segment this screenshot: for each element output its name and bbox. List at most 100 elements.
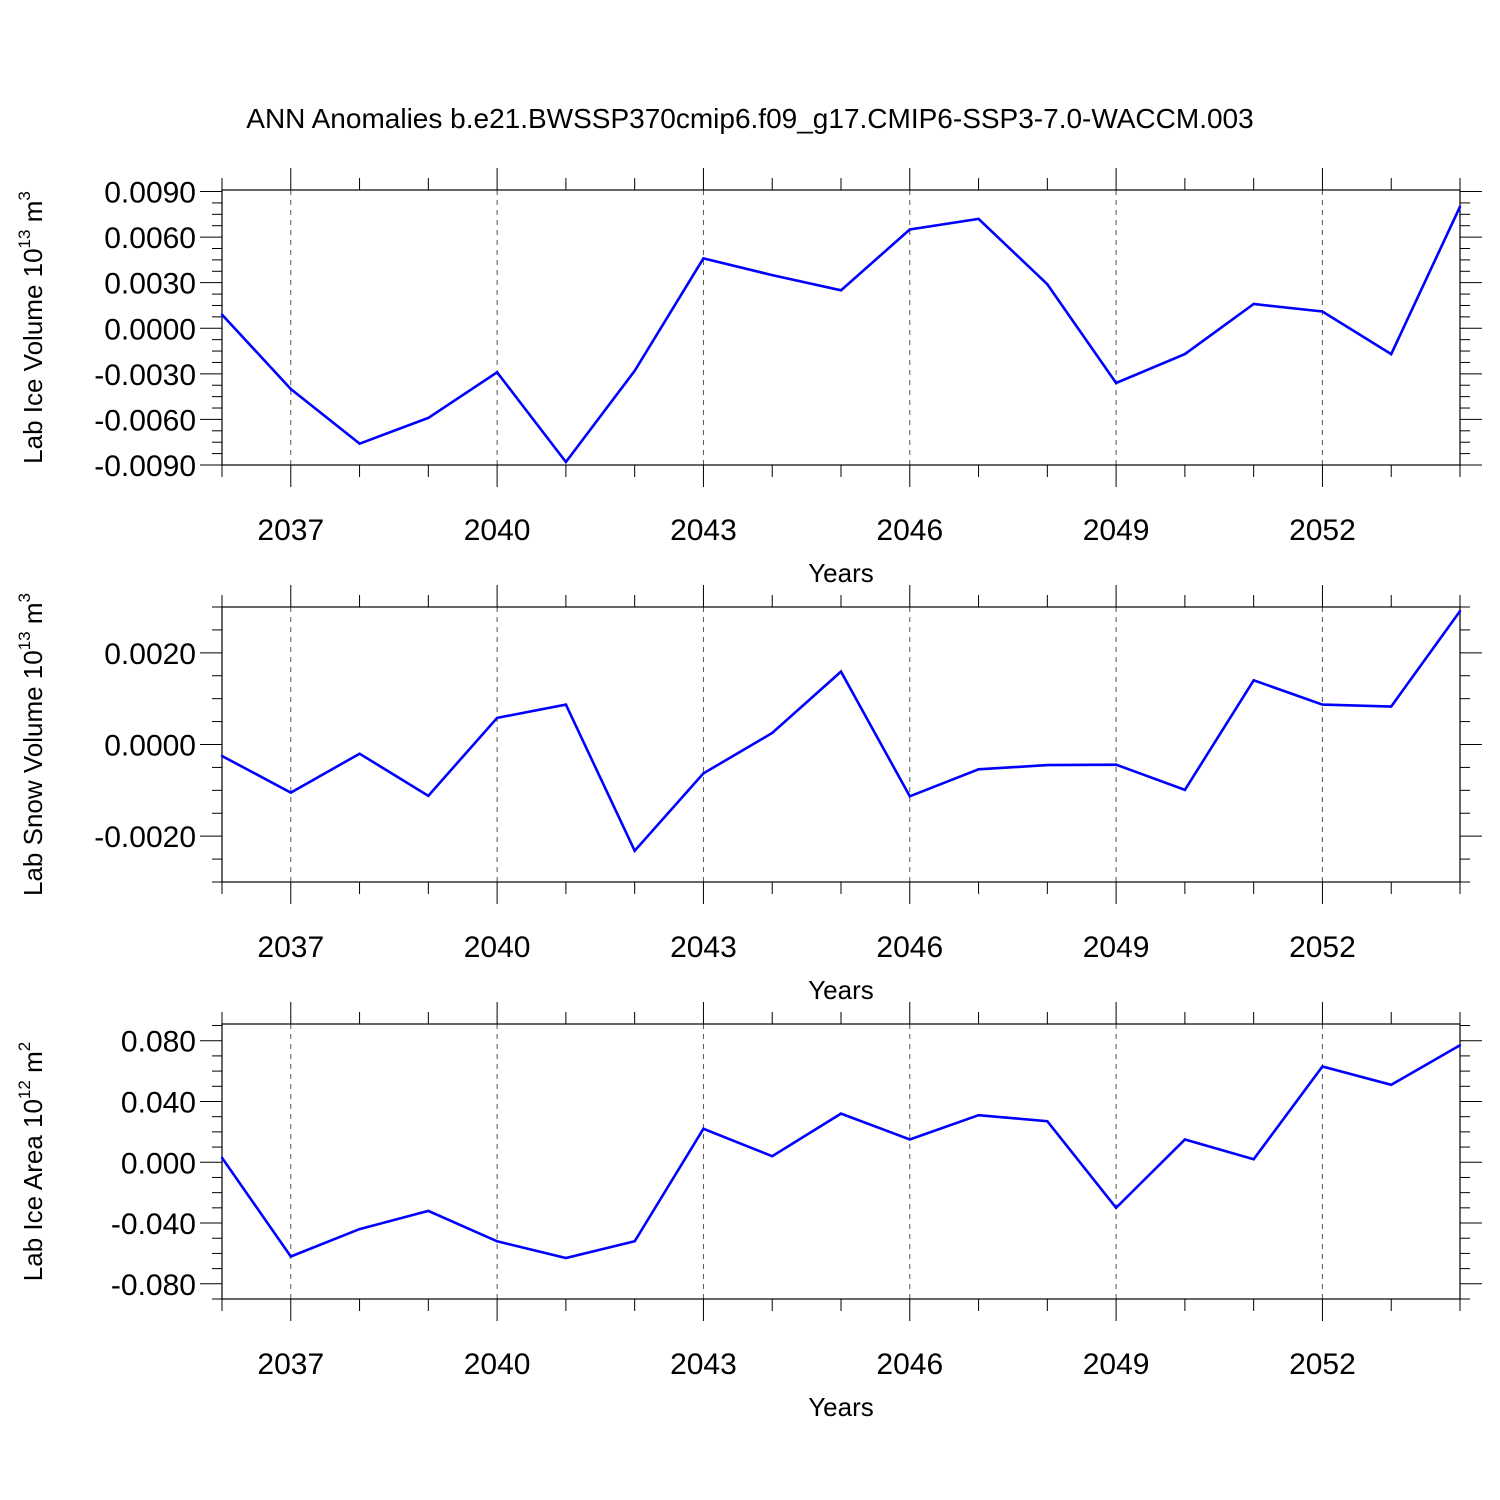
panel-3: 0.080 0.040 0.000 -0.040 -0.080 2037 2040 2043 2…: [15, 1002, 1482, 1422]
plot-frame: [221, 189, 1461, 466]
data-point: [1252, 679, 1255, 682]
data-point: [1390, 705, 1393, 708]
data-point: [633, 849, 636, 853]
x-axis-label: Years: [808, 558, 874, 588]
x-tick-label: 2037: [257, 931, 324, 964]
x-axis-label: Years: [808, 975, 874, 1005]
plot-frame: [221, 1023, 1461, 1300]
data-point: [358, 752, 361, 755]
data-point: [908, 1138, 911, 1141]
data-point: [908, 795, 911, 798]
y-tick-label: -0.0030: [94, 359, 196, 392]
y-tick-label: -0.0060: [94, 404, 196, 437]
data-point: [358, 442, 361, 445]
data-point: [220, 1156, 224, 1159]
data-point: [1458, 609, 1462, 613]
x-tick-label: 2052: [1289, 514, 1356, 547]
y-tick-label: 0.0060: [104, 222, 196, 255]
data-point: [977, 768, 980, 771]
panel-2: 0.0020 0.0000 -0.0020 2037 2040 2043 2046 2049 2…: [15, 585, 1482, 1005]
x-tick-label: 2049: [1083, 514, 1150, 547]
data-point: [289, 791, 292, 794]
series-line: [220, 1044, 1461, 1260]
data-point: [771, 1154, 774, 1158]
data-point: [839, 670, 843, 673]
x-tick-label: 2040: [464, 931, 531, 964]
data-point: [427, 416, 430, 420]
data-point: [564, 1256, 568, 1260]
x-tick-label: 2040: [464, 1348, 531, 1381]
x-tick-label: 2043: [670, 931, 737, 964]
data-point: [427, 1209, 430, 1213]
data-point: [564, 703, 568, 706]
data-point: [1390, 352, 1393, 356]
data-point: [1252, 1158, 1255, 1161]
x-tick-label: 2040: [464, 514, 531, 547]
y-tick-label: 0.080: [121, 1026, 196, 1059]
y-axis-label: Lab Ice Area 1012 m2: [15, 1042, 48, 1281]
data-point: [1390, 1083, 1393, 1086]
data-point: [702, 257, 705, 260]
x-tick-label: 2043: [670, 514, 737, 547]
y-axis-label: Lab Snow Volume 1013 m3: [15, 593, 48, 896]
data-point: [289, 1255, 292, 1258]
x-tick-label: 2049: [1083, 931, 1150, 964]
data-point: [220, 313, 224, 316]
data-point: [358, 1227, 361, 1231]
data-point: [1183, 352, 1187, 356]
data-point: [702, 1127, 705, 1131]
data-point: [495, 1240, 499, 1243]
data-point: [1321, 310, 1324, 313]
data-point: [1252, 302, 1255, 306]
data-point: [1114, 381, 1118, 385]
data-point: [839, 1112, 843, 1115]
data-point: [1046, 763, 1049, 767]
y-tick-label: 0.040: [121, 1086, 196, 1119]
data-point: [1114, 1206, 1118, 1210]
data-point: [1458, 1044, 1462, 1047]
data-point: [771, 273, 774, 277]
chart-title: ANN Anomalies b.e21.BWSSP370cmip6.f09_g1…: [246, 103, 1253, 134]
data-point: [289, 387, 292, 391]
panel-1: 0.0090 0.0060 0.0030 0.0000 -0.0030 -0.0060 -0…: [15, 168, 1482, 588]
x-tick-label: 2046: [876, 514, 943, 547]
y-tick-label: 0.0000: [104, 313, 196, 346]
y-tick-label: 0.0030: [104, 268, 196, 301]
y-tick-label: 0.0000: [104, 730, 196, 763]
data-point: [977, 217, 980, 221]
data-point: [564, 460, 568, 464]
data-point: [427, 794, 430, 798]
series-line: [221, 610, 1462, 854]
y-tick-label: -0.0020: [94, 821, 196, 854]
data-point: [1321, 703, 1324, 706]
x-tick-label: 2046: [876, 1348, 943, 1381]
data-point: [702, 772, 705, 775]
data-point: [1114, 763, 1118, 766]
y-axis-label: Lab Ice Volume 1013 m3: [15, 191, 48, 464]
data-point: [977, 1113, 980, 1117]
x-tick-label: 2052: [1289, 1348, 1356, 1381]
panels: 0.0090 0.0060 0.0030 0.0000 -0.0030 -0.0060 -0…: [15, 168, 1482, 1422]
data-point: [495, 716, 499, 720]
x-tick-label: 2037: [257, 514, 324, 547]
x-tick-label: 2037: [257, 1348, 324, 1381]
data-point: [1046, 282, 1049, 286]
data-point: [1321, 1065, 1324, 1068]
x-axis-label: Years: [808, 1392, 874, 1422]
data-point: [1458, 205, 1462, 208]
x-tick-label: 2049: [1083, 1348, 1150, 1381]
data-point: [1183, 788, 1187, 792]
x-tick-label: 2043: [670, 1348, 737, 1381]
y-tick-label: 0.0020: [104, 638, 196, 671]
data-point: [771, 731, 774, 735]
data-point: [220, 754, 224, 758]
data-point: [1183, 1138, 1187, 1141]
data-point: [839, 289, 843, 292]
y-tick-label: -0.080: [111, 1269, 196, 1302]
y-tick-label: 0.000: [121, 1147, 196, 1180]
data-point: [495, 371, 499, 374]
data-point: [633, 1240, 636, 1243]
y-tick-label: 0.0090: [104, 177, 196, 210]
data-point: [633, 369, 636, 373]
